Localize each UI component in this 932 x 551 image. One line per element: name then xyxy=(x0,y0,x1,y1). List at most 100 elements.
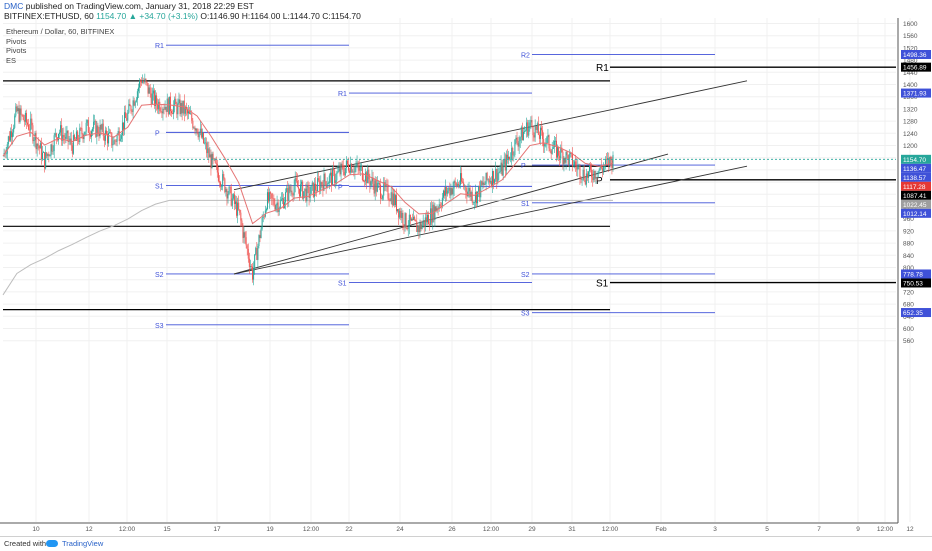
candle-body xyxy=(526,122,528,131)
candle-body xyxy=(305,188,307,202)
candle-body xyxy=(94,120,96,122)
moving-average-slow xyxy=(2,199,613,296)
candle-body xyxy=(228,186,230,195)
candle-body xyxy=(184,106,186,114)
candle-body xyxy=(597,171,599,178)
candle-body xyxy=(69,138,71,141)
x-tick-label: 12:00 xyxy=(877,526,894,533)
author-link[interactable]: DMC xyxy=(4,1,24,11)
candle-body xyxy=(558,146,560,156)
candle-body xyxy=(440,206,442,207)
price-scale-tag xyxy=(901,50,931,60)
candle-body xyxy=(99,124,101,137)
candle-body xyxy=(399,210,401,218)
candle-body xyxy=(124,112,126,130)
candle-body xyxy=(271,193,273,199)
candle-body xyxy=(292,194,294,196)
candle-body xyxy=(28,124,30,130)
candle-body xyxy=(47,153,49,157)
candle-body xyxy=(148,87,150,94)
candle-body xyxy=(40,143,42,160)
price-scale-tag-text: 1087.41 xyxy=(903,193,927,200)
candle-body xyxy=(276,202,278,206)
candle-body xyxy=(218,181,220,183)
candle-body xyxy=(593,170,595,181)
candle-body xyxy=(605,159,607,166)
legend-item-pivots-2[interactable]: Pivots xyxy=(6,46,27,55)
candle-body xyxy=(163,109,165,110)
candle-body xyxy=(320,182,322,191)
candle-body xyxy=(404,213,406,228)
price-scale-tag xyxy=(901,88,931,98)
candle-body xyxy=(115,141,117,142)
candle-body xyxy=(295,177,297,181)
candle-body xyxy=(27,122,29,125)
candle-body xyxy=(318,178,320,181)
candle-body xyxy=(38,146,40,149)
candle-body xyxy=(416,221,418,232)
candle-body xyxy=(39,143,41,149)
candle-body xyxy=(288,186,290,201)
candle-body xyxy=(541,127,543,131)
candle-body xyxy=(170,111,172,114)
price-scale-tag-text: 750.53 xyxy=(903,280,923,287)
candle-body xyxy=(260,228,262,239)
candle-body xyxy=(126,117,128,121)
candle-body xyxy=(342,165,344,172)
candle-body xyxy=(159,101,161,112)
legend-item-es[interactable]: ES xyxy=(6,55,17,65)
candle-body xyxy=(499,171,501,173)
candle-body xyxy=(269,192,271,202)
candle-body xyxy=(371,177,373,182)
candle-body xyxy=(84,131,86,135)
candle-body xyxy=(14,115,16,128)
candle-body xyxy=(502,164,504,176)
tradingview-brand[interactable]: TradingView xyxy=(62,539,104,548)
candle-body xyxy=(537,123,539,135)
candle-body xyxy=(144,78,146,83)
candle-body xyxy=(249,265,251,267)
candle-body xyxy=(396,195,398,212)
candle-body xyxy=(301,181,303,185)
candle-body xyxy=(350,164,352,173)
candle-body xyxy=(246,245,248,249)
candle-body xyxy=(528,125,530,136)
candle-body xyxy=(501,162,503,176)
candle-body xyxy=(608,157,610,166)
candle-body xyxy=(210,154,212,169)
candle-body xyxy=(527,122,529,136)
candle-body xyxy=(355,166,357,168)
candle-body xyxy=(253,268,255,280)
candle-body xyxy=(193,127,195,129)
candle-body xyxy=(278,207,280,212)
candle-body xyxy=(31,118,33,126)
candle-body xyxy=(83,134,85,140)
x-tick-label: 29 xyxy=(528,526,536,533)
candle-body xyxy=(356,162,358,167)
candle-body xyxy=(41,152,43,160)
legend-item-pivots-1[interactable]: Pivots xyxy=(6,36,27,46)
candle-body xyxy=(226,189,228,199)
candle-body xyxy=(346,160,348,165)
x-tick-label: 19 xyxy=(266,526,274,533)
price-scale-tag-text: 1012.14 xyxy=(903,211,927,218)
candle-body xyxy=(475,192,477,204)
candle-body xyxy=(447,190,449,194)
candle-body xyxy=(473,202,475,203)
candle-body xyxy=(241,220,243,226)
candle-body xyxy=(565,152,567,163)
candle-body xyxy=(603,165,605,167)
candle-body xyxy=(461,173,463,182)
candle-body xyxy=(530,120,532,123)
candle-body xyxy=(344,167,346,176)
candle-body xyxy=(435,206,437,212)
candle-body xyxy=(555,140,557,158)
candle-body xyxy=(50,144,52,156)
candle-body xyxy=(70,138,72,146)
candle-body xyxy=(23,119,25,122)
candle-body xyxy=(400,210,402,218)
candle-body xyxy=(321,182,323,185)
candle-body xyxy=(378,183,380,185)
candle-body xyxy=(194,127,196,131)
